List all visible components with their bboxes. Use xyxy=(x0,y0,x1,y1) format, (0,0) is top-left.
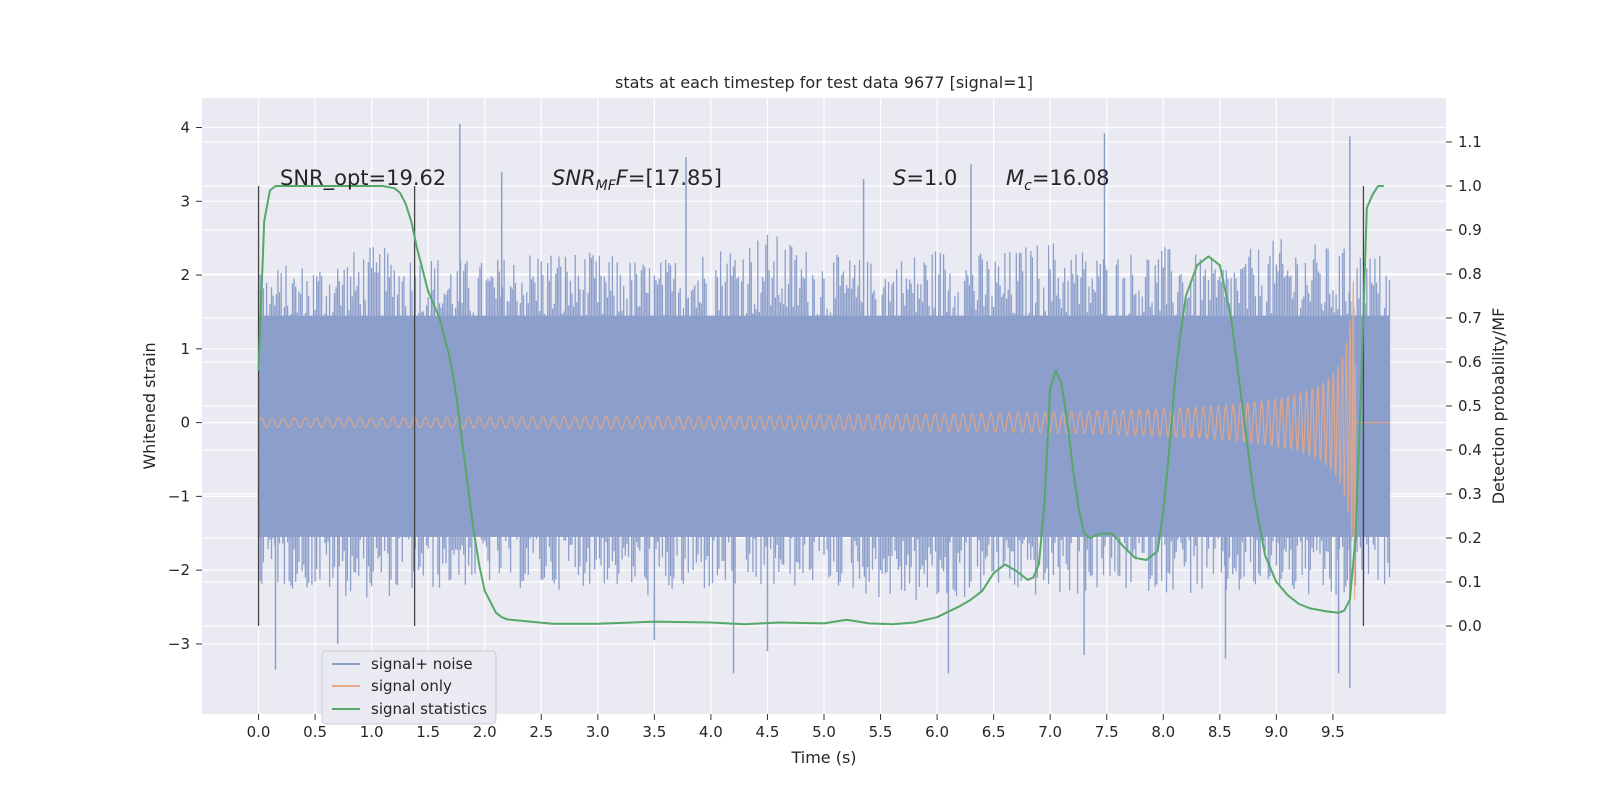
y-tick-label: 0 xyxy=(180,414,190,432)
x-tick-label: 8.5 xyxy=(1208,723,1232,741)
right-axis-title: Detection probability/MF xyxy=(1489,308,1508,505)
right-tick-label: 1.0 xyxy=(1458,177,1482,195)
right-tick-label: 0.4 xyxy=(1458,441,1482,459)
y-axis-ticks: −3 −2 −1 0 1 2 3 4 xyxy=(168,119,202,653)
x-tick-label: 7.5 xyxy=(1095,723,1119,741)
x-tick-label: 5.0 xyxy=(812,723,836,741)
signal-chirp-trace xyxy=(257,281,1390,600)
s-value: =1.0 xyxy=(906,166,957,190)
right-tick-label: 0.5 xyxy=(1458,397,1482,415)
y-tick-label: −2 xyxy=(168,561,190,579)
x-axis-title: Time (s) xyxy=(790,748,856,767)
x-tick-label: 6.0 xyxy=(925,723,949,741)
x-tick-label: 1.0 xyxy=(360,723,384,741)
chart-title: stats at each timestep for test data 967… xyxy=(615,73,1033,92)
statistics-line xyxy=(257,185,1384,626)
mc-main: M xyxy=(1006,166,1024,190)
mc-annotation: Mc=16.08 xyxy=(1006,166,1110,194)
mc-sub: c xyxy=(1024,178,1032,194)
x-tick-label: 3.0 xyxy=(586,723,610,741)
mc-value: =16.08 xyxy=(1032,166,1110,190)
snr-opt-annotation: SNR_opt=19.62 xyxy=(280,166,446,191)
snr-mf-main: SNR xyxy=(552,166,596,190)
x-tick-label: 3.5 xyxy=(642,723,666,741)
x-tick-label: 4.5 xyxy=(756,723,780,741)
x-tick-label: 5.5 xyxy=(869,723,893,741)
right-tick-label: 0.7 xyxy=(1458,309,1482,327)
s-main: S xyxy=(893,166,906,190)
y-tick-label: −3 xyxy=(168,635,190,653)
legend-box xyxy=(321,650,497,725)
right-axis-ticks: 0.0 0.1 0.2 0.3 0.4 0.5 0.6 0.7 0.8 0.9 1.0 1.1 xyxy=(1446,133,1482,635)
legend-label-stats: signal statistics xyxy=(371,700,487,718)
right-tick-label: 0.3 xyxy=(1458,485,1482,503)
y-tick-label: 1 xyxy=(180,340,190,358)
x-tick-label: 1.5 xyxy=(416,723,440,741)
right-tick-label: 0.0 xyxy=(1458,617,1482,635)
vertical-markers xyxy=(257,186,1365,626)
legend: signal+ noise signal only signal statist… xyxy=(321,650,497,725)
y-axis-title: Whitened strain xyxy=(140,342,159,469)
snr-mf-annotation: SNRMFF=[17.85] xyxy=(552,166,722,194)
x-tick-label: 2.0 xyxy=(473,723,497,741)
x-tick-label: 6.5 xyxy=(982,723,1006,741)
snr-mf-f: F xyxy=(616,166,629,190)
signal-statistics-series xyxy=(257,185,1384,626)
y-tick-label: 4 xyxy=(180,119,190,137)
right-tick-label: 0.9 xyxy=(1458,221,1482,239)
legend-label-noise: signal+ noise xyxy=(371,655,473,673)
right-tick-label: 0.1 xyxy=(1458,573,1482,591)
x-tick-label: 9.5 xyxy=(1321,723,1345,741)
right-tick-label: 1.1 xyxy=(1458,133,1482,151)
x-tick-label: 7.0 xyxy=(1038,723,1062,741)
x-tick-label: 0.0 xyxy=(247,723,271,741)
x-tick-label: 2.5 xyxy=(529,723,553,741)
y-tick-label: 3 xyxy=(180,192,190,210)
x-tick-label: 4.0 xyxy=(699,723,723,741)
s-annotation: S=1.0 xyxy=(893,166,957,190)
legend-label-signal: signal only xyxy=(371,677,452,695)
snr-mf-value: =[17.85] xyxy=(628,166,722,190)
signal-only-series xyxy=(257,281,1390,600)
y-tick-label: 2 xyxy=(180,266,190,284)
snr-mf-sub: MF xyxy=(596,178,617,194)
right-tick-label: 0.2 xyxy=(1458,529,1482,547)
right-tick-label: 0.8 xyxy=(1458,265,1482,283)
x-tick-label: 9.0 xyxy=(1264,723,1288,741)
x-tick-label: 8.0 xyxy=(1151,723,1175,741)
x-axis-ticks: 0.0 0.5 1.0 1.5 2.0 2.5 3.0 3.5 4.0 4.5 5.0 5.5 6.0 6… xyxy=(247,714,1345,741)
right-tick-label: 0.6 xyxy=(1458,353,1482,371)
y-tick-label: −1 xyxy=(168,487,190,505)
x-tick-label: 0.5 xyxy=(303,723,327,741)
